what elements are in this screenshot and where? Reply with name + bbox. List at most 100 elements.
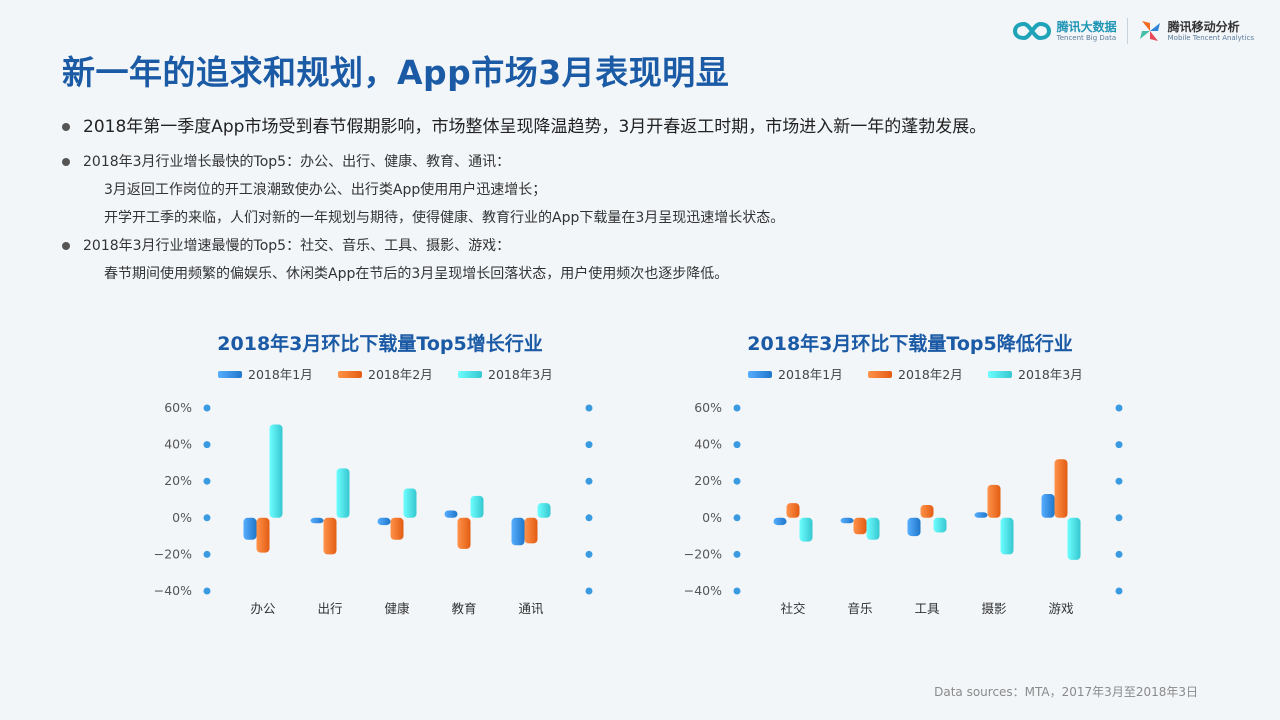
axis-dot (1115, 587, 1123, 595)
x-category-label: 摄影 (981, 601, 1007, 616)
bar (524, 517, 538, 544)
y-tick-label: −40% (154, 583, 192, 598)
bullet-subtext: 3月返回工作岗位的开工浪潮致使办公、出行类App使用用户迅速增长； (104, 182, 547, 198)
pinwheel-logo-icon (1139, 21, 1160, 41)
bar (390, 517, 404, 540)
y-tick-label: 0% (172, 510, 192, 525)
bar (511, 517, 525, 546)
bar (840, 517, 854, 524)
y-tick-label: 0% (702, 510, 722, 525)
axis-dot (203, 477, 211, 485)
bar (336, 468, 350, 518)
bar (866, 517, 880, 540)
tencent-big-data-subname: Tencent Big Data (1056, 33, 1117, 42)
y-tick-label: 60% (694, 400, 722, 415)
x-category-label: 办公 (250, 601, 276, 616)
axis-dot (1115, 441, 1123, 449)
axis-dot (733, 587, 741, 595)
axis-dot (203, 441, 211, 449)
bar (470, 495, 484, 518)
tencent-big-data-name: 腾讯大数据 (1056, 19, 1117, 34)
y-tick-label: 40% (694, 437, 722, 452)
legend-swatch (868, 371, 892, 378)
bar (310, 517, 324, 524)
bar (323, 517, 337, 555)
legend-swatch (458, 371, 482, 378)
legend-label: 2018年3月 (1018, 367, 1083, 382)
axis-dot (1115, 477, 1123, 485)
axis-dot (733, 477, 741, 485)
bar (987, 484, 1001, 518)
axis-dot (733, 441, 741, 449)
axis-dot (1115, 514, 1123, 522)
infinity-logo-icon (1012, 21, 1051, 41)
legend-label: 2018年1月 (248, 367, 313, 382)
bar (786, 503, 800, 518)
x-category-label: 工具 (914, 601, 940, 616)
bar (537, 503, 551, 518)
bullet-list: 2018年第一季度App市场受到春节假期影响，市场整体呈现降温趋势，3月开春返工… (62, 112, 1212, 288)
legend-label: 2018年1月 (778, 367, 843, 382)
bullet-dot-icon (62, 242, 70, 250)
logo-divider (1126, 18, 1128, 44)
x-category-label: 教育 (451, 601, 476, 616)
data-source-note: Data sources：MTA，2017年3月至2018年3日 (934, 685, 1198, 699)
axis-dot (203, 404, 211, 412)
bullet-item: 2018年第一季度App市场受到春节假期影响，市场整体呈现降温趋势，3月开春返工… (62, 112, 1212, 142)
y-tick-label: −20% (154, 546, 192, 561)
legend-label: 2018年2月 (368, 367, 433, 382)
tencent-big-data-logo: 腾讯大数据 Tencent Big Data (1012, 19, 1117, 42)
y-tick-label: 20% (164, 473, 192, 488)
axis-dot (585, 587, 593, 595)
legend-swatch (748, 371, 772, 378)
decline-industries-chart: 2018年3月环比下载量Top5降低行业 2018年1月 2018年2月 2018年3… (684, 332, 1123, 616)
bullet-text: 2018年3月行业增速最慢的Top5：社交、音乐、工具、摄影、游戏： (83, 238, 511, 254)
legend-swatch (338, 371, 362, 378)
bar (1067, 517, 1081, 560)
bar (933, 517, 947, 533)
axis-dot (585, 404, 593, 412)
bullet-text: 2018年第一季度App市场受到春节假期影响，市场整体呈现降温趋势，3月开春返工… (83, 117, 987, 137)
x-category-label: 社交 (780, 601, 805, 616)
axis-dot (733, 550, 741, 558)
mta-subname: Mobile Tencent Analytics (1167, 33, 1254, 42)
axis-dot (203, 550, 211, 558)
legend-swatch (218, 371, 242, 378)
legend-label: 2018年3月 (488, 367, 553, 382)
bullet-text: 2018年3月行业增长最快的Top5：办公、出行、健康、教育、通讯： (83, 154, 511, 170)
axis-dot (585, 550, 593, 558)
x-category-label: 出行 (317, 601, 342, 616)
growth-industries-chart: 2018年3月环比下载量Top5增长行业 2018年1月 2018年2月 2018年3… (154, 332, 593, 616)
mta-name: 腾讯移动分析 (1167, 19, 1240, 34)
axis-dot (1115, 404, 1123, 412)
y-tick-label: −40% (684, 583, 722, 598)
bar (403, 488, 417, 518)
x-category-label: 游戏 (1048, 601, 1073, 616)
bullet-item: 2018年3月行业增速最慢的Top5：社交、音乐、工具、摄影、游戏： (62, 232, 1212, 260)
bar (1054, 459, 1068, 518)
bullet-dot-icon (62, 158, 70, 166)
bullet-subtext: 春节期间使用频繁的偏娱乐、休闲类App在节后的3月呈现增长回落状态，用户使用频次… (104, 266, 729, 282)
page-title: 新一年的追求和规划，App市场3月表现明显 (62, 53, 730, 92)
y-tick-label: −20% (684, 546, 722, 561)
y-tick-label: 60% (164, 400, 192, 415)
x-category-label: 通讯 (518, 601, 544, 616)
bar (377, 517, 391, 526)
chart-title: 2018年3月环比下载量Top5降低行业 (747, 332, 1072, 355)
bar (773, 517, 787, 526)
x-category-label: 音乐 (847, 601, 872, 616)
logos: 腾讯大数据 Tencent Big Data 腾讯移动分析 Mobile Ten… (1012, 18, 1254, 44)
bar (974, 512, 988, 518)
chart-title: 2018年3月环比下载量Top5增长行业 (217, 332, 542, 355)
axis-dot (203, 587, 211, 595)
bar (243, 517, 257, 540)
axis-dot (585, 477, 593, 485)
axis-dot (585, 441, 593, 449)
bullet-dot-icon (62, 123, 70, 131)
bullet-item: 2018年3月行业增长最快的Top5：办公、出行、健康、教育、通讯： (62, 148, 1212, 176)
mta-logo: 腾讯移动分析 Mobile Tencent Analytics (1138, 19, 1254, 43)
axis-dot (203, 514, 211, 522)
bar (457, 517, 471, 549)
y-tick-label: 40% (164, 437, 192, 452)
axis-dot (1115, 550, 1123, 558)
